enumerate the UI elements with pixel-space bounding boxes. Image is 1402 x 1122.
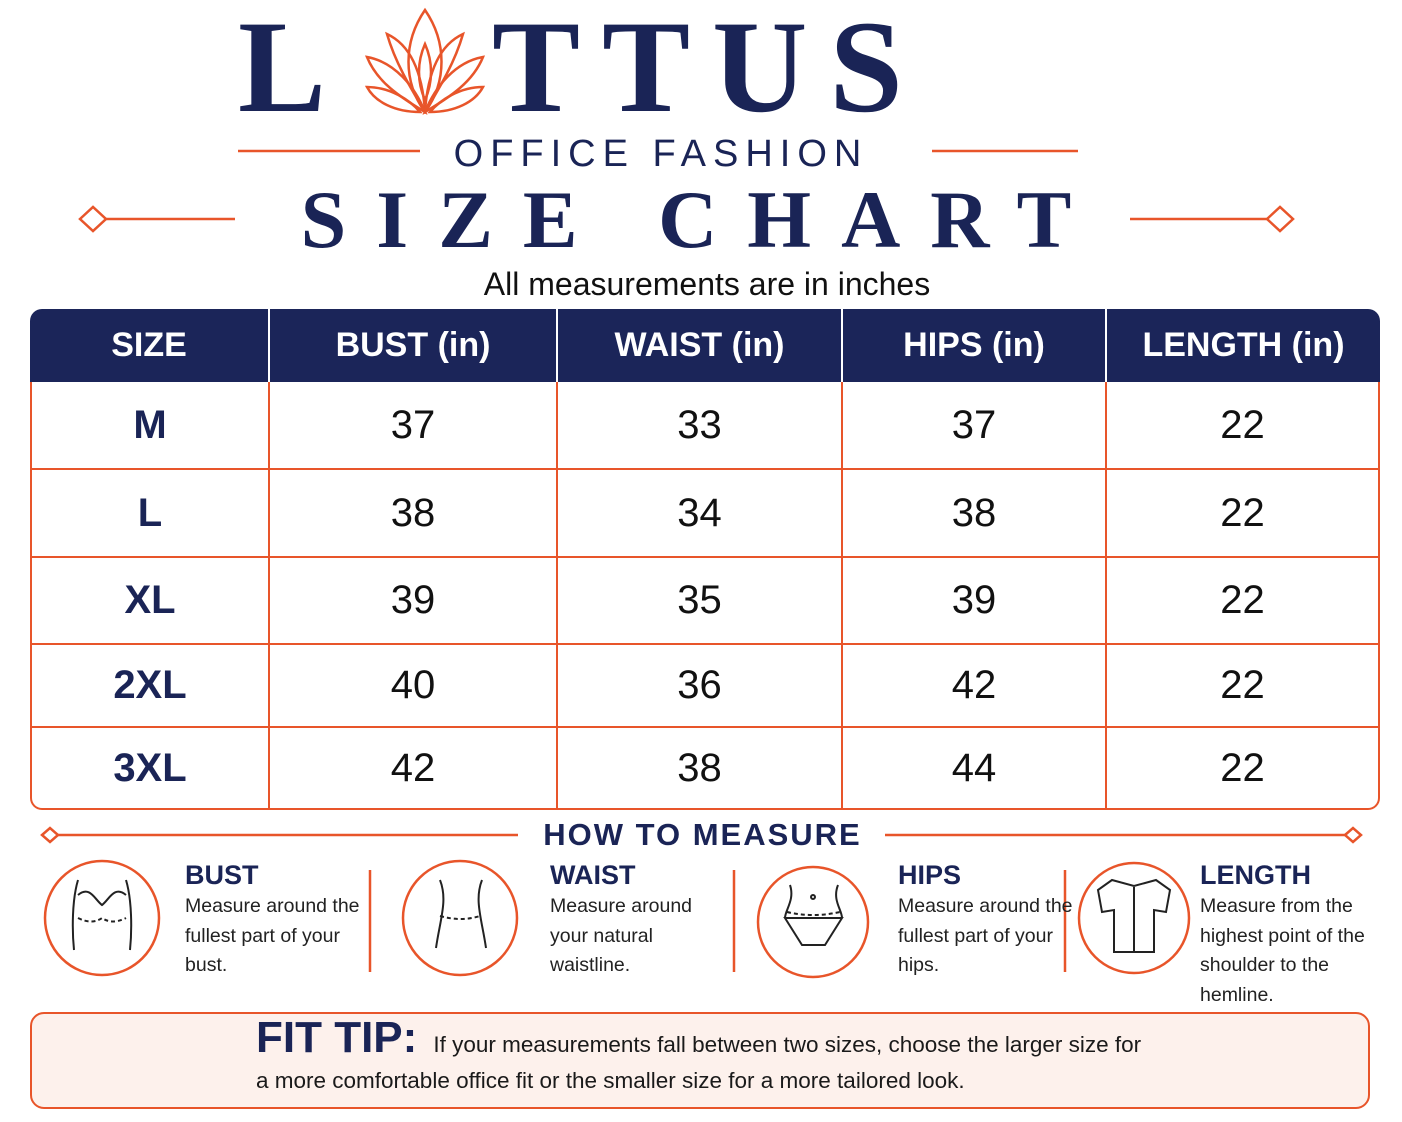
cell: 37 bbox=[270, 382, 558, 470]
cell: 38 bbox=[843, 470, 1107, 558]
size-cell: L bbox=[30, 470, 270, 558]
subtitle: All measurements are in inches bbox=[483, 266, 931, 302]
cell: 42 bbox=[270, 728, 558, 810]
cell: 39 bbox=[270, 558, 558, 645]
measure-text: Measure around the fullest part of your … bbox=[185, 895, 360, 976]
measure-text: Measure around the fullest part of your … bbox=[898, 895, 1073, 976]
column-header: SIZE bbox=[30, 309, 270, 382]
cell: 34 bbox=[558, 470, 843, 558]
fit-tip: FIT TIP: If your measurements fall betwee… bbox=[256, 1016, 1146, 1099]
table-row: 3XL 42 38 44 22 bbox=[30, 728, 1380, 810]
measure-title: HOW TO MEASURE bbox=[543, 817, 862, 852]
column-header: BUST (in) bbox=[270, 309, 558, 382]
cell: 22 bbox=[1107, 728, 1380, 810]
cell: 38 bbox=[270, 470, 558, 558]
measure-label: BUST bbox=[185, 860, 259, 890]
table-row: L 38 34 38 22 bbox=[30, 470, 1380, 558]
title: SIZE CHART bbox=[300, 174, 1102, 265]
column-header: LENGTH (in) bbox=[1107, 309, 1380, 382]
size-table: SIZE BUST (in) WAIST (in) HIPS (in) LENGTH (… bbox=[30, 309, 1380, 810]
table-row: XL 39 35 39 22 bbox=[30, 558, 1380, 645]
size-cell: 3XL bbox=[30, 728, 270, 810]
cell: 33 bbox=[558, 382, 843, 470]
measure-text: Measure from the highest point of the sh… bbox=[1200, 895, 1365, 1006]
cell: 22 bbox=[1107, 470, 1380, 558]
logo-lead: L bbox=[238, 0, 349, 140]
cell: 37 bbox=[843, 382, 1107, 470]
cell: 22 bbox=[1107, 382, 1380, 470]
cell: 22 bbox=[1107, 558, 1380, 645]
table-row: 2XL 40 36 42 22 bbox=[30, 645, 1380, 728]
measure-label: LENGTH bbox=[1200, 860, 1311, 890]
fit-tip-text: If your measurements fall between two si… bbox=[256, 1032, 1142, 1093]
measure-text: Measure around your natural waistline. bbox=[550, 895, 693, 976]
cell: 39 bbox=[843, 558, 1107, 645]
lotus-logo bbox=[364, 7, 486, 115]
cell: 42 bbox=[843, 645, 1107, 728]
cell: 36 bbox=[558, 645, 843, 728]
cell: 44 bbox=[843, 728, 1107, 810]
cell: 35 bbox=[558, 558, 843, 645]
cell: 40 bbox=[270, 645, 558, 728]
cell: 22 bbox=[1107, 645, 1380, 728]
size-cell: XL bbox=[30, 558, 270, 645]
table-row: M 37 33 37 22 bbox=[30, 382, 1380, 470]
tagline: OFFICE FASHION bbox=[453, 133, 869, 175]
measure-label: WAIST bbox=[550, 860, 636, 890]
column-header: HIPS (in) bbox=[843, 309, 1107, 382]
cell: 38 bbox=[558, 728, 843, 810]
icons bbox=[71, 878, 1172, 953]
size-cell: 2XL bbox=[30, 645, 270, 728]
size-cell: M bbox=[30, 382, 270, 470]
logo-tail: TTUS bbox=[492, 0, 925, 140]
fit-tip-box bbox=[30, 1012, 1370, 1109]
column-header: WAIST (in) bbox=[558, 309, 843, 382]
measure-label: HIPS bbox=[898, 860, 962, 890]
fit-tip-label: FIT TIP: bbox=[256, 1013, 418, 1062]
